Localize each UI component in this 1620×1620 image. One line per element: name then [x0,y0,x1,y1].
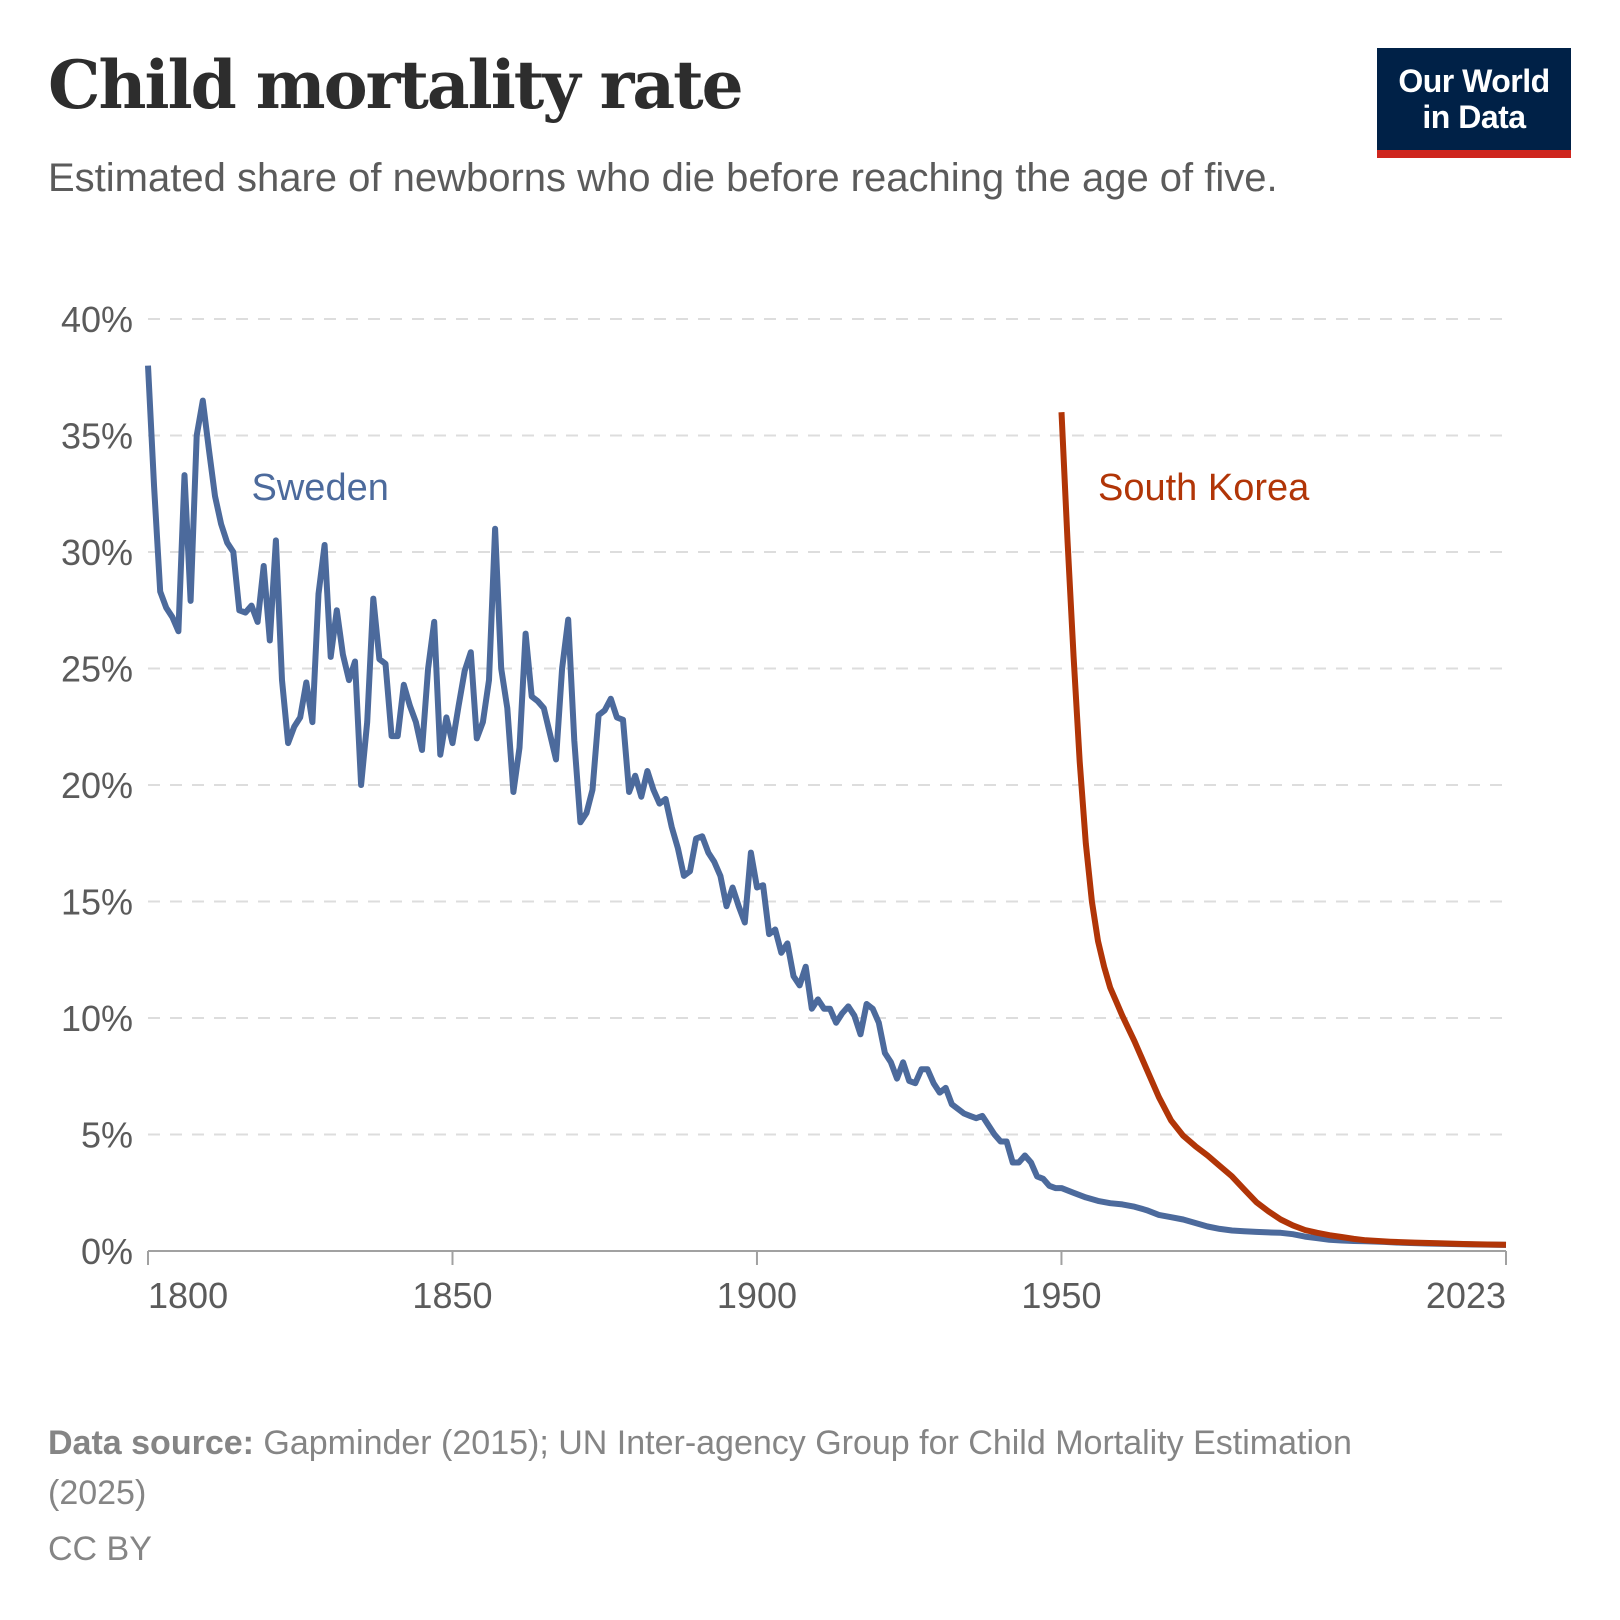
x-tick-label: 1800 [148,1275,228,1316]
data-source: Data source: Gapminder (2015); UN Inter-… [48,1418,1448,1518]
y-axis: 0% 5% 10% 15% 20% 25% 30% 35% 40% [61,299,133,1272]
y-tick-label: 15% [61,882,133,923]
y-tick-label: 30% [61,532,133,573]
series-line-south-korea[interactable] [1058,412,1507,1248]
data-source-text[interactable]: Gapminder (2015); UN Inter-agency Group … [48,1424,1352,1512]
line-chart: 0% 5% 10% 15% 20% 25% 30% 35% 40% 1800 1850 1900 19… [61,299,1507,1316]
x-tick-label: 1850 [412,1275,492,1316]
chart-title: Child mortality rate [48,46,744,124]
y-tick-label: 0% [81,1231,133,1272]
y-tick-label: 25% [61,649,133,690]
y-tick-label: 5% [81,1115,133,1156]
y-tick-label: 35% [61,416,133,457]
series-labels: Sweden South Korea [252,467,1311,509]
owid-logo[interactable]: Our World in Data [1377,48,1571,158]
x-tick-label: 1950 [1021,1275,1101,1316]
data-source-label: Data source: [48,1424,254,1462]
x-tick-label: 1900 [717,1275,797,1316]
logo-line-1: Our World [1398,63,1550,99]
series-label-south-korea[interactable]: South Korea [1098,467,1310,509]
series-line-sweden[interactable] [145,365,1507,1248]
y-tick-label: 20% [61,765,133,806]
gridlines [148,318,1506,1136]
x-tick-label: 2023 [1426,1275,1506,1316]
series-label-sweden[interactable]: Sweden [252,467,389,509]
logo-line-2: in Data [1422,99,1526,135]
y-tick-label: 10% [61,998,133,1039]
y-tick-label: 40% [61,299,133,340]
license[interactable]: CC BY [48,1530,152,1568]
x-axis: 1800 1850 1900 1950 2023 [147,1250,1507,1316]
chart-subtitle: Estimated share of newborns who die befo… [48,156,1278,200]
series-lines [145,365,1507,1248]
